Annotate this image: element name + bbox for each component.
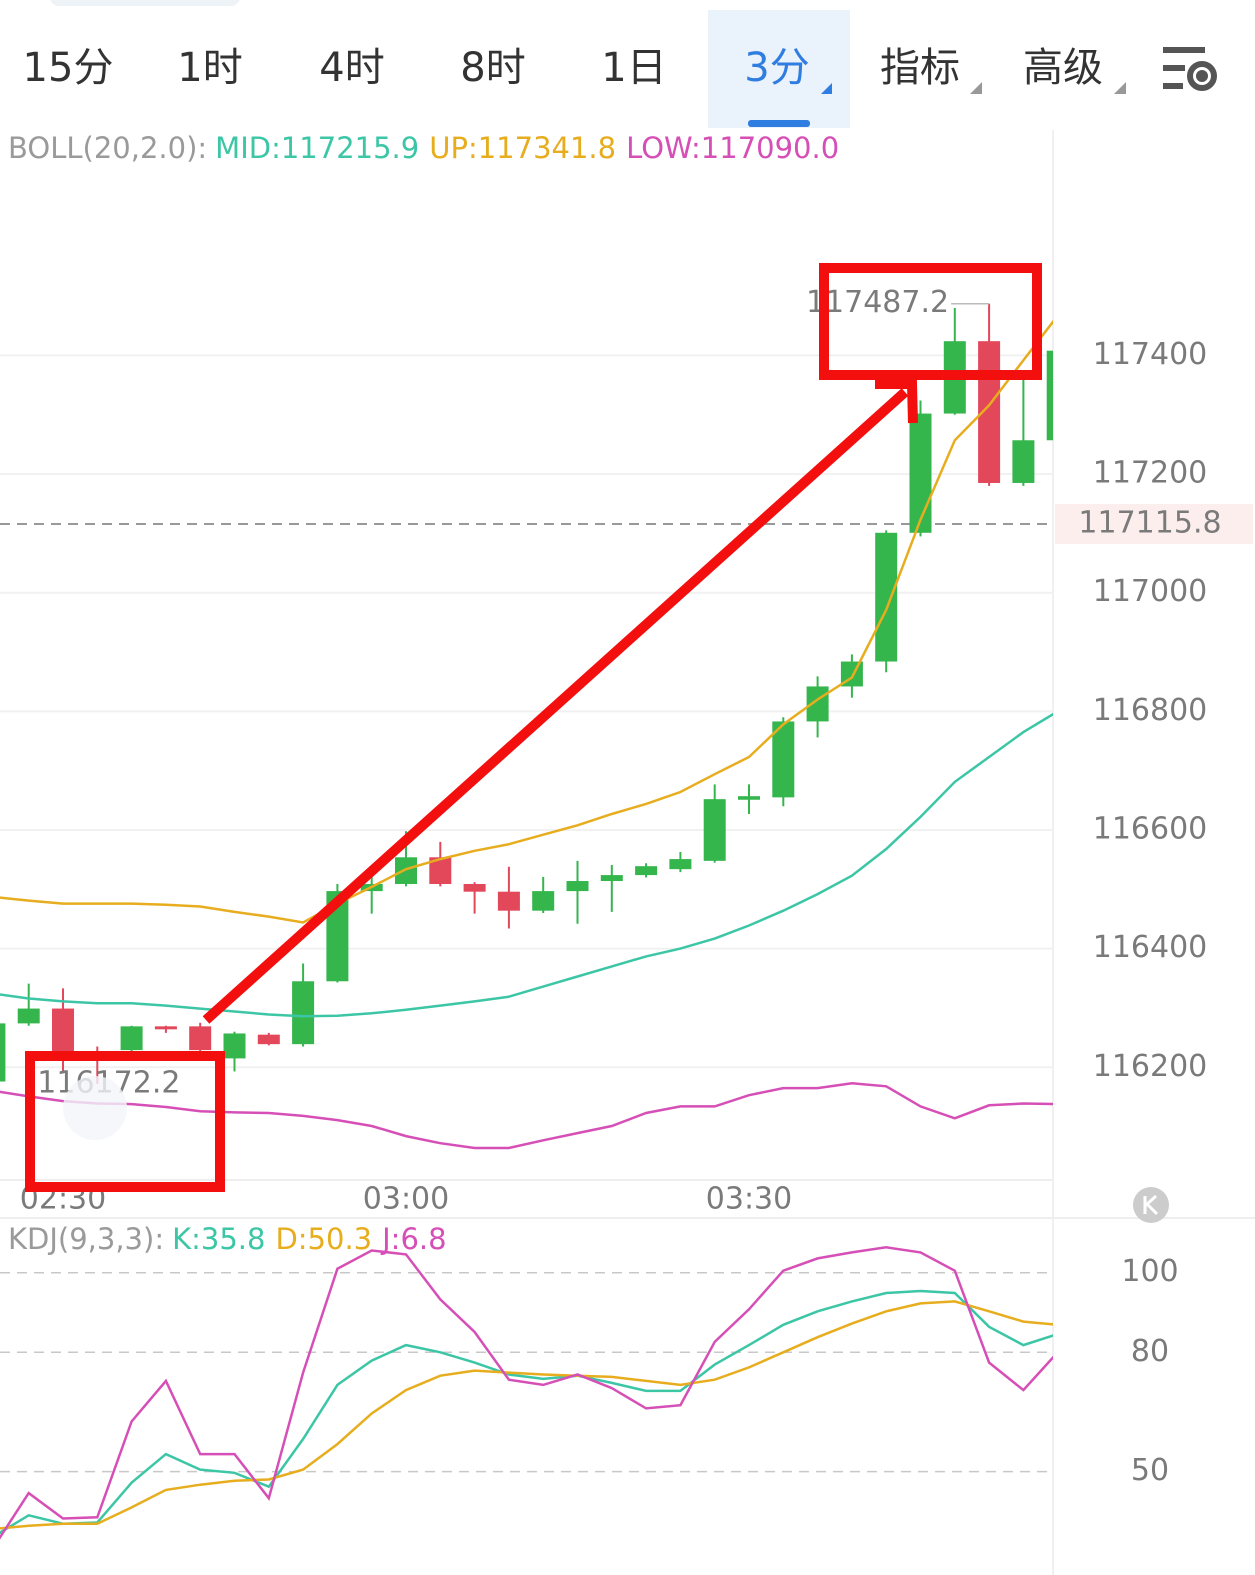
indicator-line	[0, 712, 1053, 1018]
candle-body	[703, 799, 726, 861]
indicator-line	[0, 1300, 1053, 1530]
candle-body	[429, 857, 452, 884]
candle-body	[395, 857, 417, 884]
candle-body	[0, 1023, 6, 1082]
plot-area: 117487.2116172.2	[0, 285, 1053, 1150]
candle-body	[600, 875, 623, 882]
candle-body	[497, 891, 520, 911]
tab[interactable]: 指标	[880, 45, 960, 91]
kdj-panel: KDJ(9,3,3): K:35.8 D:50.3 J:6.8 50 80 100	[0, 1222, 1179, 1540]
candle-body	[1012, 440, 1035, 483]
candle-body	[120, 1026, 143, 1051]
legend-entry: K:35.8	[172, 1222, 265, 1256]
candlestick-panel: BOLL(20,2.0): MID:117215.9 UP:117341.8 LOW:…	[0, 131, 1253, 1217]
settings-icon[interactable]	[1163, 47, 1217, 91]
current-price-label: 117115.8	[1078, 506, 1221, 541]
tab[interactable]: 8时	[460, 45, 525, 91]
legend-entry: MID:117215.9	[215, 131, 419, 165]
plot-area	[0, 1246, 1053, 1540]
y-tick-label: 50	[1131, 1453, 1169, 1488]
crosshair-icon	[63, 1076, 127, 1140]
indicator-line	[0, 319, 1053, 924]
active-tab-bg	[708, 10, 850, 128]
indicator-line	[0, 1246, 1053, 1540]
y-tick-label: 117400	[1093, 337, 1208, 372]
candle-body	[532, 891, 555, 911]
indicator-line	[0, 1082, 1053, 1150]
tab[interactable]: 3分	[744, 45, 809, 91]
candle-body	[326, 891, 349, 982]
annotation-overlay	[25, 263, 1042, 1192]
candle-body	[189, 1026, 212, 1051]
y-tick-label: 117200	[1093, 456, 1208, 491]
legend-entry: UP:117341.8	[429, 131, 616, 165]
candle-body	[292, 981, 315, 1045]
x-tick-label: 03:00	[363, 1182, 449, 1217]
candle-body	[909, 413, 932, 533]
legend-entry: J:6.8	[380, 1222, 446, 1256]
legend-entry: D:50.3	[275, 1222, 372, 1256]
candle-body	[223, 1033, 246, 1059]
y-tick-label: 117000	[1093, 574, 1208, 609]
candle-body	[52, 1008, 74, 1054]
candle-body	[772, 721, 795, 798]
candle-body	[154, 1026, 177, 1030]
tab-bar: 15分 1时 4时 8时 1日 3分 指标 高级	[23, 45, 1103, 91]
candle-body	[566, 881, 589, 892]
tab[interactable]: 4时	[319, 45, 384, 91]
dropdown-caret	[821, 83, 832, 94]
active-tab-underline	[748, 120, 810, 127]
candle-body	[669, 859, 692, 870]
top-pill	[50, 0, 240, 6]
y-tick-label: 116800	[1093, 693, 1208, 728]
x-tick-label: 03:30	[706, 1182, 792, 1217]
indicator-label: KDJ(9,3,3):	[8, 1222, 164, 1256]
kline-toggle[interactable]	[1133, 1187, 1169, 1223]
legend-entry: LOW:117090.0	[626, 131, 839, 165]
current-price-bg	[1055, 504, 1253, 545]
indicator-line	[0, 1289, 1053, 1535]
candle-body	[257, 1034, 280, 1045]
candle-body	[463, 883, 486, 892]
y-tick-label: 116600	[1093, 812, 1208, 847]
tab[interactable]: 1时	[177, 45, 242, 91]
dropdown-caret	[1114, 82, 1126, 94]
dropdown-caret	[970, 82, 982, 94]
y-tick-label: 116200	[1093, 1049, 1208, 1084]
tab[interactable]: 15分	[23, 45, 114, 91]
candle-body	[635, 866, 658, 876]
indicator-label: BOLL(20,2.0):	[8, 131, 207, 165]
y-tick-label: 116400	[1093, 930, 1208, 965]
candle-body	[738, 796, 760, 800]
candle-body	[17, 1008, 40, 1024]
y-tick-label: 100	[1121, 1254, 1178, 1289]
candle-body	[1046, 350, 1053, 441]
high-label: 117487.2	[806, 285, 949, 320]
tab[interactable]: 1日	[601, 45, 666, 91]
tab[interactable]: 高级	[1023, 45, 1103, 91]
y-tick-label: 80	[1131, 1334, 1169, 1369]
candle-body	[875, 532, 898, 662]
